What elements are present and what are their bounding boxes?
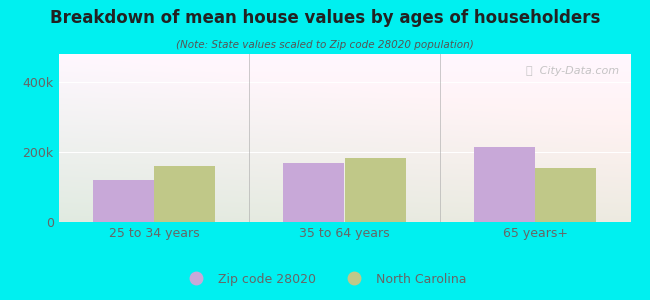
Bar [535,168,596,222]
Bar [474,147,535,222]
Bar [154,166,215,222]
Legend: Zip code 28020, North Carolina: Zip code 28020, North Carolina [178,268,472,291]
Text: Breakdown of mean house values by ages of householders: Breakdown of mean house values by ages o… [50,9,600,27]
Text: (Note: State values scaled to Zip code 28020 population): (Note: State values scaled to Zip code 2… [176,40,474,50]
Bar [93,180,154,222]
Bar [283,163,344,222]
Bar [344,158,406,222]
Text: ⓘ  City-Data.com: ⓘ City-Data.com [526,66,619,76]
